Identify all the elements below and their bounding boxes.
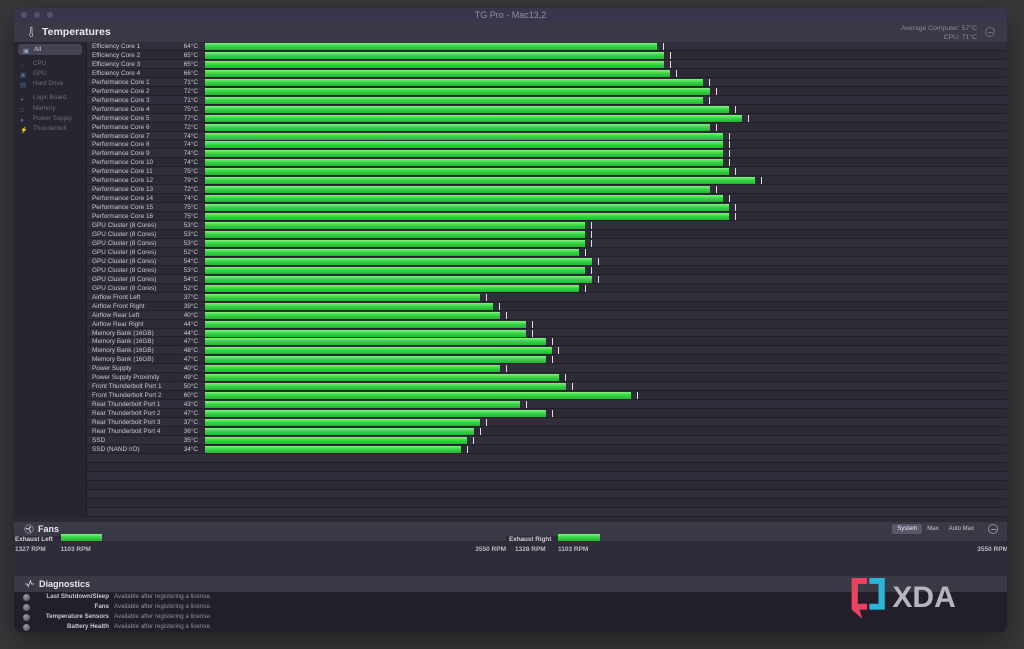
svg-text:XDA: XDA [892, 581, 955, 614]
